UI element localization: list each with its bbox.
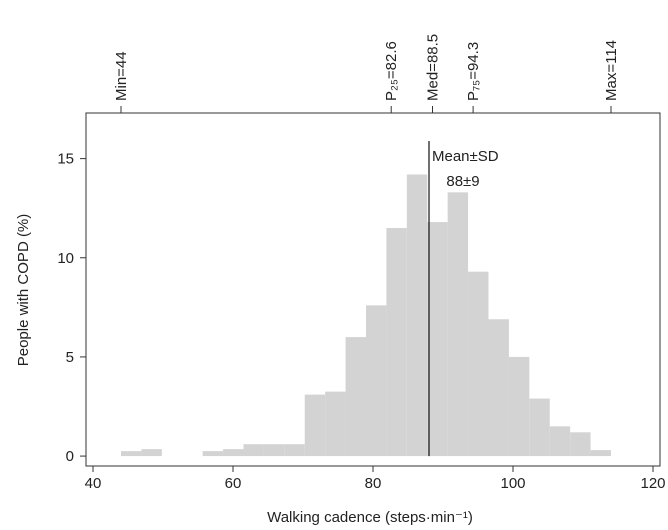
bar (570, 432, 591, 457)
bar (141, 449, 162, 457)
bar (447, 192, 469, 457)
bar (529, 398, 550, 457)
x-tick-label: 120 (640, 475, 665, 492)
bar (263, 444, 285, 457)
bar (345, 337, 366, 457)
bar (549, 426, 571, 457)
bar (121, 451, 142, 457)
bar (325, 391, 346, 457)
x-tick-label: 40 (85, 475, 102, 492)
bar (243, 444, 264, 457)
top-tick-label: Med=88.5 (425, 34, 442, 101)
y-axis-label: People with COPD (%) (15, 214, 32, 367)
x-axis-label: Walking cadence (steps·min⁻¹) (267, 509, 473, 526)
x-tick-label: 60 (225, 475, 242, 492)
bar (427, 222, 448, 457)
bar (304, 394, 326, 457)
bar (386, 228, 407, 457)
bar (488, 319, 509, 457)
y-tick-label: 0 (66, 448, 74, 465)
top-tick-label: P₂₅=82.6 (383, 41, 400, 101)
top-tick-label: Max=114 (603, 40, 620, 101)
bar (468, 271, 489, 457)
mean-label: Mean±SD (432, 148, 499, 165)
bar (508, 356, 530, 457)
bar (406, 174, 428, 457)
bar (223, 449, 244, 457)
x-tick-label: 80 (365, 475, 382, 492)
bar (284, 444, 305, 457)
top-tick-label: Min=44 (113, 51, 130, 101)
y-tick-label: 15 (57, 151, 74, 168)
bar (590, 450, 611, 457)
x-tick-label: 100 (500, 475, 525, 492)
y-tick-label: 5 (66, 349, 74, 366)
mean-value-label: 88±9 (446, 173, 479, 190)
bar (366, 305, 387, 457)
bar (202, 451, 224, 457)
top-tick-label: P₇₅=94.3 (465, 42, 482, 101)
y-tick-label: 10 (57, 250, 74, 267)
